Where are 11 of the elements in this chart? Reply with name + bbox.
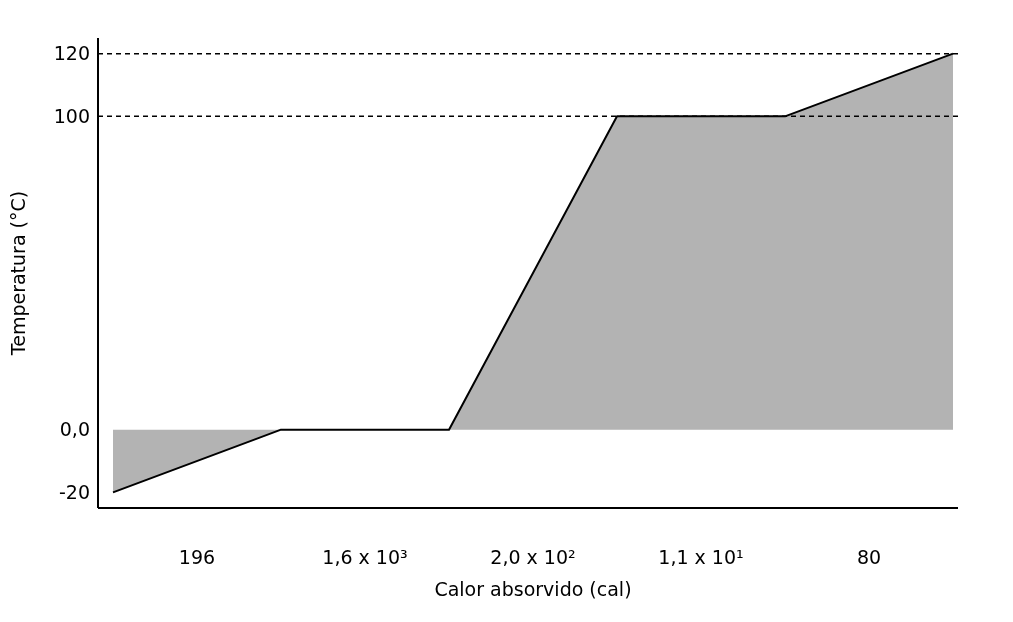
y-tick-label: 0,0 <box>59 418 90 441</box>
text: 1,1 x 10¹ <box>657 546 745 568</box>
x-axis-title: Calor absorvido (cal) <box>433 578 633 600</box>
text: 1,6 x 10³ <box>321 546 409 568</box>
text: 80 <box>855 546 883 568</box>
y-tick-label: -20 <box>58 481 90 504</box>
text: 2,0 x 10² <box>489 546 577 568</box>
y-axis-title: Temperatura (°C) <box>6 190 29 357</box>
text: 196 <box>177 546 217 568</box>
y-tick-label: 120 <box>53 42 90 65</box>
y-tick-label: 100 <box>53 105 90 128</box>
